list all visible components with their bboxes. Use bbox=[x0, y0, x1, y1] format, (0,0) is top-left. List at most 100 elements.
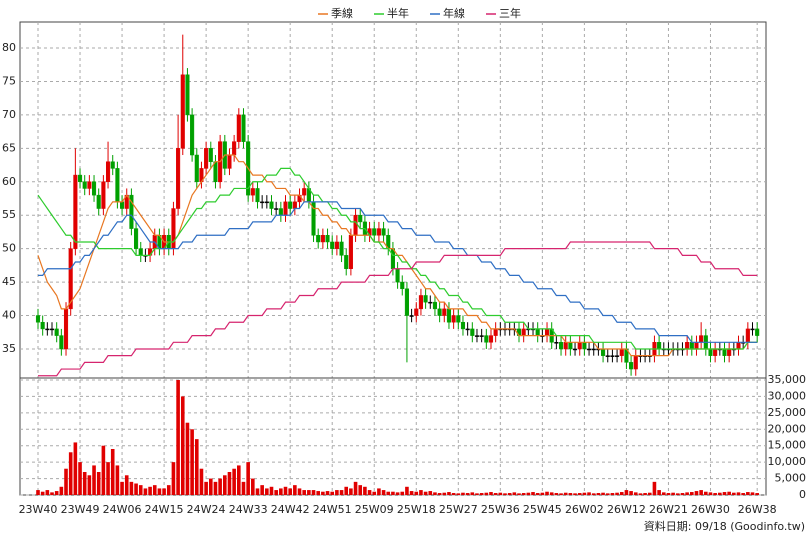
candle-body bbox=[587, 348, 592, 351]
volume-bar bbox=[619, 492, 624, 495]
candle-body bbox=[414, 308, 419, 316]
volume-bar bbox=[297, 488, 302, 495]
volume-bar bbox=[741, 493, 745, 495]
y-tick-label: 65 bbox=[2, 141, 16, 154]
volume-bar bbox=[316, 491, 320, 495]
volume-bar bbox=[101, 445, 106, 495]
volume-bar bbox=[559, 493, 563, 495]
candle-body bbox=[185, 74, 190, 116]
candle-body bbox=[101, 181, 106, 209]
volume-bar bbox=[120, 481, 124, 495]
candle-body bbox=[190, 114, 195, 156]
candle-body bbox=[35, 315, 41, 323]
volume-bar bbox=[526, 492, 531, 495]
volume-bar bbox=[461, 492, 465, 495]
volume-bar bbox=[419, 490, 423, 495]
candle-body bbox=[120, 201, 125, 209]
candle-body bbox=[250, 188, 255, 196]
volume-bar bbox=[288, 488, 292, 495]
volume-bar bbox=[36, 490, 40, 495]
volume-bar bbox=[451, 493, 456, 495]
candle-body bbox=[264, 201, 269, 204]
candle-body bbox=[376, 228, 381, 236]
candle-body bbox=[358, 214, 363, 223]
volume-bar bbox=[162, 488, 166, 495]
volume-bar bbox=[582, 492, 587, 495]
volume-bar bbox=[531, 492, 535, 495]
volume-bar bbox=[335, 490, 339, 495]
y2-tick-label: 25,000 bbox=[768, 406, 807, 419]
volume-bar bbox=[694, 491, 699, 495]
y2-tick-label: 0 bbox=[799, 488, 806, 501]
candle-body bbox=[176, 148, 181, 209]
candle-body bbox=[45, 328, 50, 331]
y2-tick-label: 15,000 bbox=[768, 439, 807, 452]
volume-bar bbox=[59, 486, 64, 495]
volume-bar bbox=[643, 493, 647, 495]
x-tick-label: 24W51 bbox=[313, 503, 352, 516]
x-tick-label: 24W33 bbox=[229, 503, 268, 516]
volume-bar bbox=[96, 472, 101, 495]
volume-bar bbox=[134, 483, 138, 495]
volume-bar bbox=[171, 462, 176, 495]
volume-bar bbox=[479, 493, 484, 495]
candle-body bbox=[283, 201, 288, 216]
x-tick-label: 26W30 bbox=[691, 503, 730, 516]
volume-bar bbox=[690, 492, 694, 495]
x-tick-label: 24W15 bbox=[145, 503, 184, 516]
volume-bar bbox=[199, 468, 204, 495]
candle-body bbox=[493, 328, 498, 336]
volume-bar bbox=[208, 478, 213, 495]
volume-bar bbox=[227, 472, 232, 495]
volume-bar bbox=[563, 492, 568, 495]
candle-body bbox=[633, 355, 638, 370]
volume-bar bbox=[493, 493, 498, 495]
candle-body bbox=[591, 348, 596, 351]
volume-bar bbox=[92, 465, 96, 495]
volume-bar bbox=[237, 465, 241, 495]
x-tick-label: 26W02 bbox=[565, 503, 604, 516]
volume-bar bbox=[521, 493, 526, 495]
volume-bar bbox=[82, 472, 87, 495]
volume-bar bbox=[750, 492, 755, 495]
candle-body bbox=[232, 141, 237, 156]
candle-body bbox=[208, 148, 213, 162]
candle-body bbox=[577, 342, 582, 350]
volume-bar bbox=[657, 490, 661, 495]
volume-bar bbox=[433, 492, 437, 495]
candle-body bbox=[699, 335, 704, 343]
volume-bar bbox=[736, 492, 741, 495]
candle-body bbox=[409, 315, 414, 317]
candle-body bbox=[390, 248, 395, 269]
volume-bar bbox=[180, 396, 185, 495]
volume-bar bbox=[110, 449, 115, 495]
candle-body bbox=[563, 342, 568, 350]
candle-body bbox=[535, 328, 540, 336]
candle-body bbox=[171, 208, 176, 249]
candle-body bbox=[59, 335, 64, 350]
volume-bar bbox=[73, 442, 78, 495]
y-tick-label: 60 bbox=[2, 175, 16, 188]
volume-bar bbox=[475, 493, 479, 495]
volume-bar bbox=[129, 481, 134, 495]
ma-line bbox=[38, 201, 758, 343]
candle-body bbox=[615, 355, 620, 357]
candle-body bbox=[554, 342, 559, 344]
volume-bar bbox=[409, 491, 414, 495]
candle-body bbox=[755, 328, 760, 336]
candle-body bbox=[418, 295, 423, 310]
y-tick-label: 70 bbox=[2, 108, 16, 121]
y-tick-label: 45 bbox=[2, 275, 16, 288]
volume-bar bbox=[213, 481, 218, 495]
volume-bar bbox=[605, 493, 610, 495]
candle-body bbox=[77, 174, 83, 183]
volume-bar bbox=[573, 493, 577, 495]
volume-bar bbox=[722, 492, 727, 495]
candle-body bbox=[320, 235, 325, 243]
legend-label: 季線 bbox=[331, 6, 353, 20]
candle-body bbox=[353, 214, 358, 236]
volume-bar bbox=[465, 493, 470, 495]
candle-body bbox=[269, 201, 274, 209]
x-tick-label: 24W42 bbox=[271, 503, 310, 516]
candle-body bbox=[255, 188, 260, 203]
